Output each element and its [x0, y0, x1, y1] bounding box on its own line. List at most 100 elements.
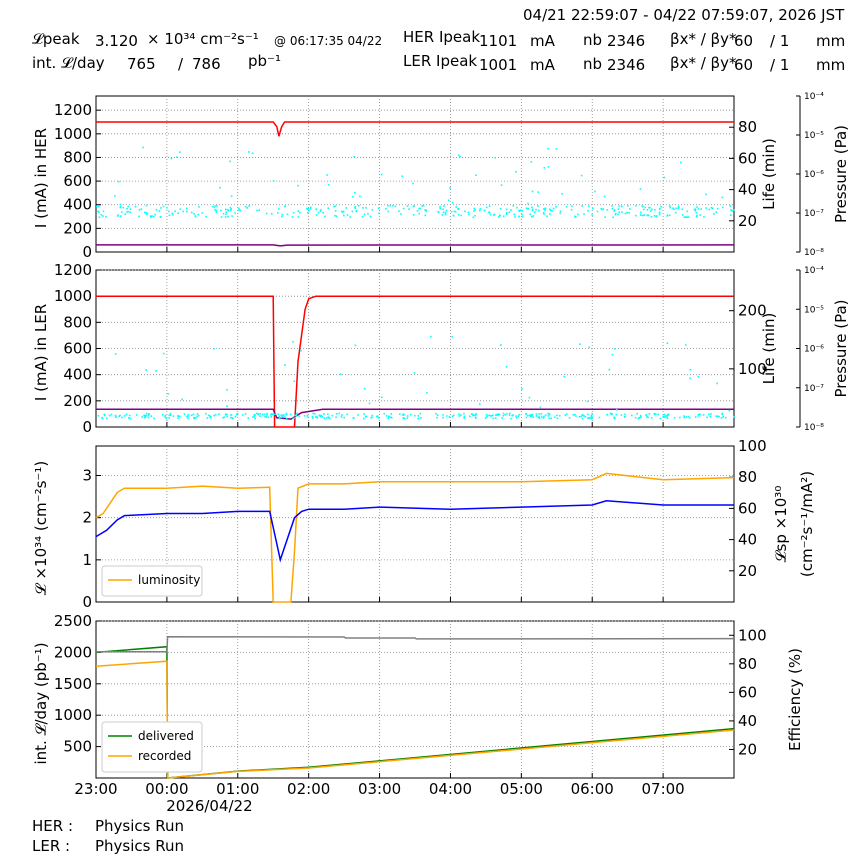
y2-axis-label: Life (min)	[760, 313, 778, 385]
scatter-point	[390, 413, 393, 415]
scatter-point	[114, 353, 117, 355]
scatter-point	[655, 215, 658, 218]
scatter-point	[451, 201, 454, 204]
scatter-point	[377, 417, 380, 419]
scatter-point	[97, 414, 100, 417]
scatter-point	[193, 213, 195, 215]
scatter-point	[220, 216, 223, 218]
scatter-point	[145, 213, 148, 215]
scatter-point	[182, 210, 184, 213]
scatter-point	[168, 214, 171, 217]
scatter-point	[292, 341, 294, 343]
pressure-tick-label: 10⁻⁶	[804, 345, 824, 355]
scatter-point	[363, 413, 366, 415]
y-tick-label: 800	[63, 148, 92, 166]
x-tick-label: 06:00	[571, 780, 614, 798]
scatter-point	[365, 206, 367, 209]
scatter-point	[697, 413, 700, 416]
scatter-point	[445, 209, 448, 212]
scatter-point	[542, 417, 545, 419]
scatter-point	[376, 415, 378, 418]
scatter-point	[100, 213, 103, 216]
series-line-series-1	[96, 244, 735, 247]
scatter-point	[306, 414, 309, 417]
scatter-point	[333, 205, 335, 208]
scatter-point	[458, 415, 461, 417]
scatter-point	[548, 417, 551, 420]
scatter-point	[318, 414, 321, 417]
scatter-point	[284, 205, 286, 208]
scatter-point	[213, 206, 216, 209]
y-tick-label: 800	[63, 313, 92, 331]
scatter-point	[299, 211, 301, 214]
scatter-point	[340, 414, 343, 416]
x-date-label: 2026/04/22	[166, 797, 252, 815]
scatter-point	[319, 210, 322, 213]
scatter-point	[316, 416, 319, 419]
scatter-point	[474, 214, 476, 217]
her-beta-label: βx* / βy*	[670, 30, 737, 48]
scatter-point	[600, 207, 603, 210]
scatter-point	[162, 352, 165, 355]
scatter-point	[129, 417, 132, 420]
scatter-point	[496, 413, 499, 415]
her-beta-unit: mm	[816, 32, 846, 50]
scatter-point	[621, 211, 623, 214]
y-tick-label: 500	[63, 738, 92, 756]
y-axis-label: I (mA) in HER	[32, 128, 50, 228]
scatter-point	[685, 216, 688, 218]
scatter-point	[216, 205, 218, 207]
scatter-point	[498, 214, 501, 217]
scatter-point	[369, 215, 372, 218]
scatter-point	[478, 403, 481, 405]
scatter-point	[147, 416, 150, 419]
scatter-point	[515, 170, 517, 173]
scatter-point	[420, 417, 422, 419]
scatter-point	[155, 370, 157, 372]
scatter-point	[672, 207, 674, 210]
ler-nb-label: nb	[583, 55, 603, 73]
y-tick-label: 0	[82, 418, 92, 436]
legend-label: luminosity	[138, 573, 200, 587]
scatter-point	[232, 417, 234, 420]
y2-tick-label: 40	[738, 181, 757, 199]
scatter-point	[710, 206, 713, 209]
y-tick-label: 1000	[54, 706, 92, 724]
scatter-point	[430, 335, 432, 338]
scatter-point	[176, 415, 179, 417]
scatter-point	[387, 210, 390, 213]
scatter-point	[488, 414, 491, 417]
scatter-point	[193, 417, 196, 420]
scatter-point	[549, 208, 551, 211]
scatter-point	[177, 212, 179, 215]
scatter-point	[335, 215, 338, 218]
scatter-point	[436, 414, 439, 416]
scatter-point	[518, 413, 521, 416]
scatter-point	[663, 176, 666, 179]
y2-tick-label: 100	[738, 437, 767, 455]
scatter-point	[147, 413, 150, 416]
scatter-point	[611, 205, 613, 207]
scatter-point	[342, 214, 345, 217]
scatter-point	[658, 213, 661, 216]
scatter-point	[681, 208, 684, 211]
scatter-point	[442, 208, 444, 211]
scatter-point	[316, 415, 318, 418]
scatter-point	[168, 417, 171, 419]
y2-tick-label: 200	[738, 302, 767, 320]
scatter-point	[627, 204, 629, 207]
scatter-point	[485, 413, 488, 416]
pressure-tick-label: 10⁻⁴	[804, 92, 824, 102]
pressure-axis-label: Pressure (Pa)	[832, 125, 850, 223]
scatter-point	[555, 148, 558, 150]
scatter-point	[363, 213, 366, 216]
scatter-point	[505, 366, 508, 368]
scatter-point	[570, 208, 573, 211]
scatter-point	[162, 205, 165, 208]
scatter-point	[272, 180, 275, 182]
scatter-point	[265, 212, 268, 215]
scatter-point	[145, 211, 148, 214]
scatter-point	[563, 375, 566, 378]
scatter-point	[143, 416, 146, 419]
